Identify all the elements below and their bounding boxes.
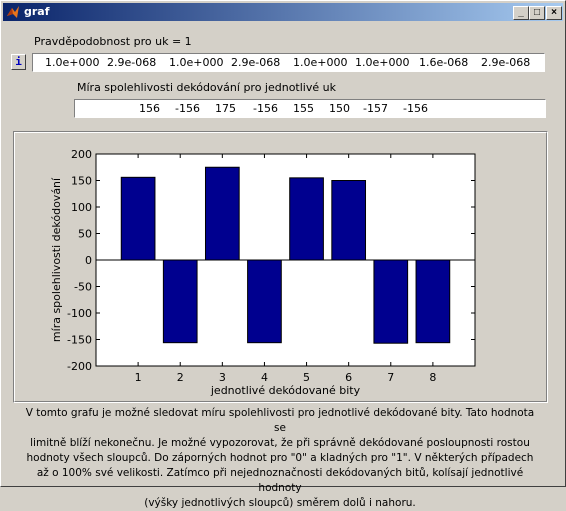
title-bar[interactable]: graf _ □ × — [3, 3, 563, 21]
minimize-button[interactable]: _ — [513, 6, 529, 20]
window-title: graf — [24, 5, 50, 18]
probability-value: 1.6e-068 — [419, 56, 469, 69]
reliability-value: 175 — [215, 102, 236, 115]
reliability-value: -157 — [363, 102, 388, 115]
probability-label: Pravděpodobnost pro uk = 1 — [34, 35, 192, 48]
reliability-field[interactable]: 156 -156 175 -156 155 150 -157 -156 — [74, 99, 546, 118]
probability-value: 2.9e-068 — [481, 56, 531, 69]
maximize-button[interactable]: □ — [529, 6, 545, 20]
chart-panel — [13, 131, 548, 403]
description-line: hodnoty všech sloupců. Do záporných hodn… — [26, 452, 534, 464]
description-line: limitně blíží nekonečnu. Je možné vypozo… — [30, 437, 530, 449]
probability-field[interactable]: 1.0e+000 2.9e-068 1.0e+000 2.9e-068 1.0e+000… — [32, 53, 545, 72]
probability-value: 1.0e+000 — [45, 56, 100, 69]
close-button[interactable]: × — [546, 6, 562, 20]
info-button[interactable]: i — [11, 54, 26, 70]
probability-value: 1.0e+000 — [355, 56, 410, 69]
reliability-value: -156 — [403, 102, 428, 115]
probability-value: 1.0e+000 — [293, 56, 348, 69]
description-line: V tomto grafu je možné sledovat míru spo… — [25, 407, 535, 434]
probability-value: 2.9e-068 — [107, 56, 157, 69]
probability-value: 1.0e+000 — [169, 56, 224, 69]
reliability-value: 150 — [329, 102, 350, 115]
reliability-value: 156 — [139, 102, 160, 115]
reliability-value: 155 — [293, 102, 314, 115]
description-line: až o 100% své velikosti. Zatímco při nej… — [36, 467, 524, 494]
reliability-label: Míra spolehlivosti dekódování pro jednot… — [77, 81, 336, 94]
description-text: V tomto grafu je možné sledovat míru spo… — [20, 406, 540, 511]
probability-value: 2.9e-068 — [231, 56, 281, 69]
matlab-icon — [7, 6, 19, 18]
reliability-value: -156 — [175, 102, 200, 115]
description-line: (výšky jednotlivých sloupců) směrem dolů… — [144, 497, 416, 509]
reliability-value: -156 — [253, 102, 278, 115]
